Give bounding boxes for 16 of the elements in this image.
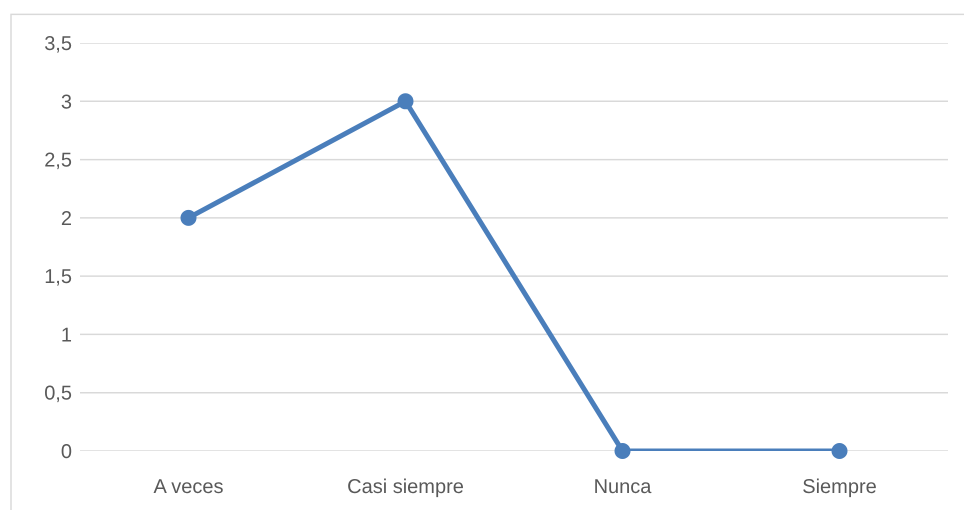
y-tick-label: 0	[60, 441, 72, 463]
x-tick-label: A veces	[153, 476, 224, 498]
point	[180, 210, 196, 226]
point	[614, 443, 630, 459]
x-tick-label: Siempre	[802, 476, 877, 498]
x-tick-label: Nunca	[594, 476, 652, 498]
y-tick-label: 1,5	[44, 266, 72, 288]
point	[832, 443, 848, 459]
x-tick-label: Casi siempre	[347, 476, 464, 498]
y-tick-label: 2	[60, 208, 72, 230]
y-tick-label: 0,5	[44, 382, 72, 405]
y-tick-label: 3	[60, 91, 72, 114]
point	[398, 93, 414, 110]
y-tick-label: 2,5	[44, 150, 72, 172]
y-tick-label: 1	[60, 324, 72, 346]
y-tick-label: 3,5	[44, 33, 72, 55]
